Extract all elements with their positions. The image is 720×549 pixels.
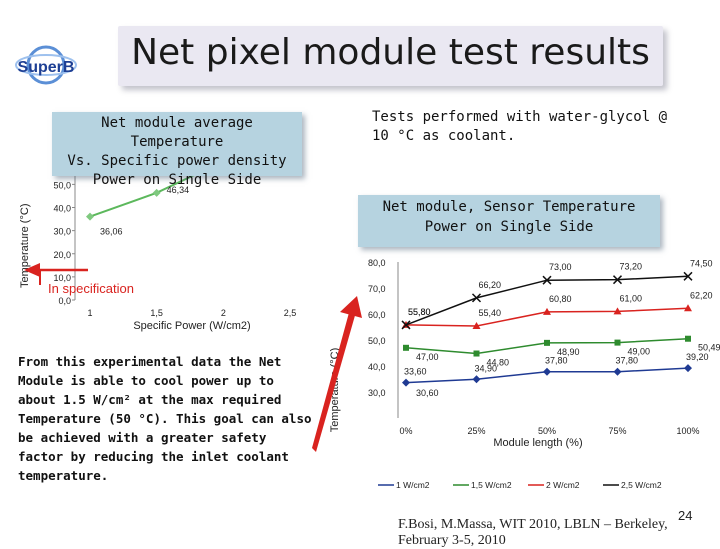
tests-note: Tests performed with water-glycol @ 10 °… [372,108,702,146]
left-data-label: 46,34 [167,185,190,195]
right-data-label: 34,90 [475,363,498,373]
right-data-point [613,307,622,315]
right-chart-callout: Net module, Sensor Temperature Power on … [358,195,660,247]
page-title: Net pixel module test results [131,32,650,73]
legend-label: 2 W/cm2 [546,480,580,490]
page-number: 24 [678,508,693,523]
left-y-tick-label: 10,0 [53,273,71,283]
right-data-point [543,367,551,376]
right-data-label: 47,00 [416,352,439,362]
legend-label: 2,5 W/cm2 [621,480,662,490]
logo-ring [26,45,66,85]
left-y-tick-label: 0,0 [58,296,71,306]
left-data-point [152,188,161,197]
right-y-tick-label: 70,0 [368,284,386,294]
right-extra-label: 30,60 [416,388,439,398]
right-data-label: 73,20 [620,262,643,272]
right-data-label: 62,20 [690,290,713,300]
right-data-point [684,304,692,312]
right-data-label: 73,00 [549,262,572,272]
right-chart-area: 30,0 40,0 50,0 60,0 70,0 80,0 0% 25% 50% 75% 100% 3… [368,258,720,490]
right-data-label: 49,00 [628,347,651,357]
left-x-tick-label: 2 [221,308,226,318]
logo-text: SuperB [18,59,75,76]
right-data-point [402,378,410,387]
tests-note-line-2: 10 °C as coolant. [372,128,516,144]
right-data-label: 44,80 [487,358,510,368]
right-data-point [471,293,482,303]
right-data-point [683,271,693,281]
title-bar [118,26,663,86]
right-data-label: 61,00 [620,293,643,303]
right-data-label: 37,80 [545,356,568,366]
right-data-label: 66,20 [479,280,502,290]
right-y-tick-label: 50,0 [368,336,386,346]
right-data-point [684,364,692,373]
left-y-tick-label: 20,0 [53,250,71,260]
right-callout-line-2: Power on Single Side [424,219,594,235]
right-data-label: 48,90 [557,347,580,357]
left-data-point [86,212,94,221]
right-data-label: 55,40 [479,308,502,318]
right-series-line [405,275,689,326]
tests-note-line-1: Tests performed with water-glycol @ [372,109,668,125]
superb-logo: SuperB [15,45,77,85]
right-data-label: 55,80 [408,307,431,317]
right-data-point [472,375,481,384]
right-data-point [612,275,623,285]
right-y-tick-label: 30,0 [368,388,386,398]
right-x-tick-label: 25% [467,426,485,436]
footer-citation: F.Bosi, M.Massa, WIT 2010, LBLN – Berkel… [398,517,668,548]
right-data-label: 74,50 [690,258,713,268]
right-data-point [544,339,550,346]
right-data-label: 55,80 [408,307,431,317]
right-x-tick-label: 100% [676,426,699,436]
right-data-label: 33,60 [404,367,427,377]
right-data-point [685,335,691,342]
right-x-tick-label: 75% [608,426,626,436]
left-callout-line-3: Power on Single Side [92,172,262,188]
right-data-point [403,344,409,351]
left-x-tick-label: 1,5 [150,308,163,318]
right-data-point [473,350,480,357]
logo-orbit [15,54,77,76]
right-data-label: 37,80 [616,356,639,366]
right-y-tick-label: 40,0 [368,362,386,372]
left-y-tick-label: 40,0 [53,204,71,214]
right-data-point [542,275,552,285]
left-y-tick-label: 50,0 [53,180,71,190]
right-data-label: 39,20 [686,352,709,362]
right-y-axis-label: Temperature (°C) [329,348,341,432]
left-y-tick-label: 30,0 [53,227,71,237]
right-data-point [472,321,481,329]
left-data-label: 36,06 [100,227,123,237]
right-data-label: 50,49 [698,343,720,353]
right-callout-line-1: Net module, Sensor Temperature [382,199,636,215]
right-x-tick-label: 0% [399,426,412,436]
legend-label: 1,5 W/cm2 [471,480,512,490]
right-y-tick-label: 80,0 [368,258,386,268]
left-callout-line-1: Net module average Temperature [101,115,253,150]
left-x-axis-label: Specific Power (W/cm2) [133,320,250,332]
right-x-tick-label: 50% [538,426,556,436]
left-chart-callout: Net module average Temperature Vs. Speci… [52,112,302,188]
right-data-point [614,339,621,346]
left-y-axis-label: Temperature (°C) [19,204,31,288]
conclusion-text: From this experimental data the Net Modu… [18,354,312,483]
left-callout-line-2: Vs. Specific power density [67,153,287,169]
legend-label: 1 W/cm2 [396,480,430,490]
right-x-axis-label: Module length (%) [493,437,582,449]
right-data-label: 60,80 [549,294,572,304]
left-x-tick-label: 1 [87,308,92,318]
right-data-point [613,367,622,376]
chart-right: 30,0 40,0 50,0 60,0 70,0 80,0 0% 25% 50% 75% 100% 3… [329,258,720,490]
right-y-tick-label: 60,0 [368,310,386,320]
right-data-point [401,320,411,330]
right-data-point [543,307,551,315]
left-x-tick-label: 2,5 [284,308,297,318]
